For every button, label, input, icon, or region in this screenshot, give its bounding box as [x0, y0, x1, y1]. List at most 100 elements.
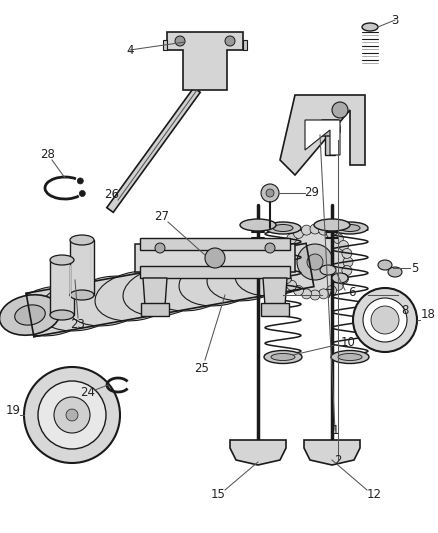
Polygon shape	[140, 266, 290, 278]
Circle shape	[307, 254, 323, 270]
Polygon shape	[143, 278, 167, 306]
Polygon shape	[135, 244, 295, 272]
Polygon shape	[141, 303, 169, 316]
Ellipse shape	[70, 290, 94, 300]
Circle shape	[66, 409, 78, 421]
Text: 29: 29	[304, 187, 319, 199]
Circle shape	[78, 178, 83, 184]
Ellipse shape	[67, 276, 150, 326]
Circle shape	[333, 233, 343, 244]
Text: 5: 5	[411, 262, 419, 274]
Circle shape	[24, 367, 120, 463]
Ellipse shape	[50, 310, 74, 320]
Circle shape	[371, 306, 399, 334]
Circle shape	[265, 243, 275, 253]
Circle shape	[339, 240, 349, 251]
Circle shape	[326, 286, 336, 296]
Ellipse shape	[332, 222, 368, 234]
Ellipse shape	[273, 224, 293, 231]
Text: 4: 4	[126, 44, 134, 56]
Circle shape	[310, 224, 320, 234]
Circle shape	[285, 232, 345, 292]
Circle shape	[297, 244, 333, 280]
Text: 7: 7	[326, 288, 334, 302]
Polygon shape	[305, 120, 340, 155]
Circle shape	[333, 280, 343, 290]
Circle shape	[332, 102, 348, 118]
Ellipse shape	[0, 295, 60, 335]
Circle shape	[278, 265, 288, 276]
Circle shape	[278, 248, 288, 259]
Text: 1: 1	[331, 424, 339, 437]
Polygon shape	[26, 244, 314, 337]
Circle shape	[205, 248, 225, 268]
Ellipse shape	[179, 256, 262, 306]
Ellipse shape	[95, 271, 178, 321]
Circle shape	[301, 225, 311, 235]
Polygon shape	[163, 40, 167, 50]
Circle shape	[38, 381, 106, 449]
Circle shape	[282, 240, 291, 251]
Ellipse shape	[207, 251, 290, 301]
Text: 2: 2	[334, 454, 342, 466]
Text: 3: 3	[391, 13, 399, 27]
Ellipse shape	[271, 353, 295, 360]
Ellipse shape	[265, 222, 301, 234]
Circle shape	[318, 289, 328, 299]
Circle shape	[261, 184, 279, 202]
Ellipse shape	[50, 255, 74, 265]
Text: 15: 15	[211, 488, 226, 500]
Ellipse shape	[70, 235, 94, 245]
Circle shape	[301, 289, 311, 299]
Text: 19: 19	[6, 403, 21, 416]
Ellipse shape	[39, 281, 122, 331]
Circle shape	[286, 233, 297, 244]
Ellipse shape	[338, 353, 362, 360]
Text: 6: 6	[348, 286, 356, 298]
Circle shape	[339, 273, 349, 284]
Polygon shape	[140, 238, 290, 250]
Text: 23: 23	[71, 319, 85, 332]
Text: 25: 25	[194, 361, 209, 375]
Ellipse shape	[11, 286, 94, 336]
Polygon shape	[230, 440, 286, 465]
Circle shape	[79, 190, 85, 197]
Text: 28: 28	[41, 149, 56, 161]
Polygon shape	[167, 32, 243, 90]
Ellipse shape	[388, 267, 402, 277]
Polygon shape	[304, 440, 360, 465]
Polygon shape	[325, 130, 335, 155]
Ellipse shape	[264, 351, 302, 364]
Circle shape	[54, 397, 90, 433]
Ellipse shape	[151, 261, 234, 311]
Circle shape	[318, 225, 328, 235]
Ellipse shape	[314, 219, 350, 231]
Circle shape	[343, 257, 353, 267]
Text: 8: 8	[401, 303, 409, 317]
Polygon shape	[263, 278, 287, 306]
Ellipse shape	[123, 266, 206, 316]
Ellipse shape	[331, 351, 369, 364]
Polygon shape	[70, 240, 94, 295]
Polygon shape	[243, 40, 247, 50]
Ellipse shape	[340, 224, 360, 231]
Ellipse shape	[362, 23, 378, 31]
Circle shape	[266, 189, 274, 197]
Circle shape	[293, 229, 304, 238]
Circle shape	[155, 243, 165, 253]
Circle shape	[293, 286, 304, 296]
Ellipse shape	[235, 246, 318, 296]
Circle shape	[286, 280, 297, 290]
Circle shape	[310, 290, 320, 300]
Ellipse shape	[320, 265, 336, 275]
Ellipse shape	[240, 219, 276, 231]
Text: 26: 26	[105, 189, 120, 201]
Circle shape	[225, 36, 235, 46]
Circle shape	[277, 257, 287, 267]
Circle shape	[353, 288, 417, 352]
Circle shape	[175, 36, 185, 46]
Text: 27: 27	[155, 211, 170, 223]
Polygon shape	[107, 87, 200, 212]
Text: 12: 12	[367, 488, 381, 500]
Text: 10: 10	[341, 336, 356, 350]
